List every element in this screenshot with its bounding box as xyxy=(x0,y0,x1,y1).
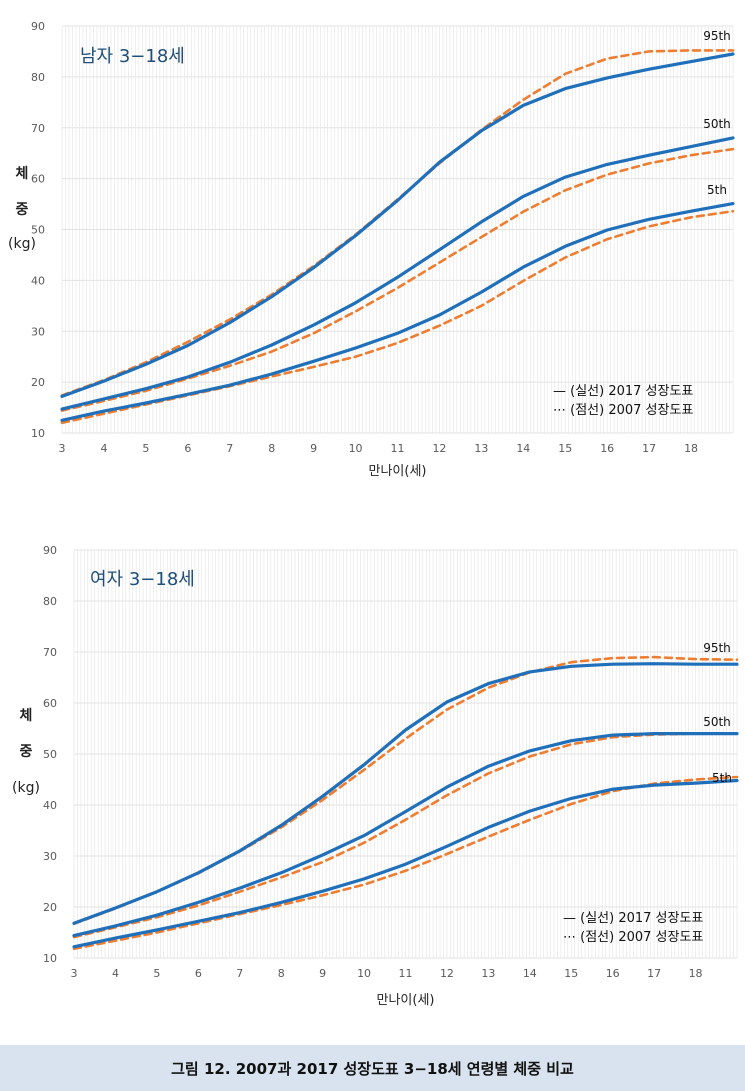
x-tick-label: 8 xyxy=(278,967,285,980)
legend-2017: — (실선) 2017 성장도표 xyxy=(563,911,703,926)
x-tick-label: 5 xyxy=(153,967,160,980)
x-tick-label: 17 xyxy=(647,967,661,980)
x-tick-label: 14 xyxy=(523,967,537,980)
x-tick-label: 15 xyxy=(558,442,572,455)
x-tick-label: 18 xyxy=(689,967,703,980)
y-axis-label: (kg) xyxy=(12,780,40,796)
x-tick-label: 8 xyxy=(268,442,275,455)
y-tick-label: 40 xyxy=(31,274,45,287)
y-tick-label: 70 xyxy=(31,122,45,135)
x-tick-label: 7 xyxy=(236,967,243,980)
series-line-95th-2017 xyxy=(60,52,735,398)
x-tick-label: 13 xyxy=(474,442,488,455)
y-tick-label: 60 xyxy=(31,173,45,186)
x-tick-label: 3 xyxy=(71,967,78,980)
percentile-label: 50th xyxy=(703,117,731,131)
y-tick-label: 50 xyxy=(43,748,57,761)
x-tick-label: 3 xyxy=(59,442,66,455)
y-tick-label: 80 xyxy=(43,595,57,608)
legend-2007: ⋯ (점선) 2007 성장도표 xyxy=(553,403,693,418)
y-tick-label: 10 xyxy=(31,427,45,440)
series-line-5th-2017 xyxy=(72,778,739,949)
girls-weight-chart: 10 20 30 40 50 60 70 80 90 3 4 5 6 7 8 9 10 11 12 13 14 15 16 1… xyxy=(0,530,745,1020)
grid xyxy=(61,25,734,434)
x-tick-label: 17 xyxy=(642,442,656,455)
y-tick-label: 90 xyxy=(31,20,45,33)
y-axis-label: 중 xyxy=(20,744,33,760)
x-tick-label: 10 xyxy=(357,967,371,980)
percentile-label: 5th xyxy=(707,183,727,197)
y-tick-label: 30 xyxy=(31,325,45,338)
x-tick-label: 10 xyxy=(349,442,363,455)
y-tick-label: 20 xyxy=(43,901,57,914)
x-tick-label: 4 xyxy=(112,967,119,980)
y-tick-label: 60 xyxy=(43,697,57,710)
percentile-label: 95th xyxy=(703,29,731,43)
x-tick-label: 14 xyxy=(516,442,530,455)
x-axis-label: 만나이(세) xyxy=(377,993,435,1008)
chart-title: 여자 3−18세 xyxy=(90,569,195,590)
series-line-5th-2017 xyxy=(60,202,735,422)
x-tick-label: 11 xyxy=(399,967,413,980)
percentile-label: 5th xyxy=(712,771,732,785)
y-tick-label: 20 xyxy=(31,376,45,389)
series-line-50th-2017 xyxy=(72,732,739,938)
x-tick-label: 16 xyxy=(600,442,614,455)
x-tick-label: 9 xyxy=(310,442,317,455)
y-axis-label: (kg) xyxy=(8,236,36,252)
legend-2007: ⋯ (점선) 2007 성장도표 xyxy=(563,930,703,945)
x-tick-label: 6 xyxy=(184,442,191,455)
x-tick-label: 6 xyxy=(195,967,202,980)
boys-weight-chart: 10 20 30 40 50 60 70 80 90 3 4 5 6 7 8 9 10 11 12 13 14 15 16 1… xyxy=(0,0,745,495)
percentile-label: 95th xyxy=(703,641,731,655)
y-tick-label: 10 xyxy=(43,952,57,965)
legend-2017: — (실선) 2017 성장도표 xyxy=(553,384,693,399)
boys-weight-chart-svg: 10 20 30 40 50 60 70 80 90 3 4 5 6 7 8 9 10 11 12 13 14 15 16 1… xyxy=(8,20,735,479)
x-tick-label: 13 xyxy=(481,967,495,980)
x-tick-label: 9 xyxy=(319,967,326,980)
percentile-label: 50th xyxy=(703,715,731,729)
figure-caption: 그림 12. 2007과 2017 성장도표 3−18세 연령별 체중 비교 xyxy=(0,1045,745,1091)
x-tick-label: 4 xyxy=(100,442,107,455)
grid xyxy=(73,549,738,959)
y-axis-label: 체 xyxy=(20,708,33,724)
y-tick-label: 70 xyxy=(43,646,57,659)
x-tick-label: 15 xyxy=(564,967,578,980)
x-axis-label: 만나이(세) xyxy=(369,464,427,479)
y-tick-label: 40 xyxy=(43,799,57,812)
x-tick-label: 11 xyxy=(391,442,405,455)
x-tick-label: 16 xyxy=(606,967,620,980)
y-tick-label: 90 xyxy=(43,544,57,557)
x-tick-label: 12 xyxy=(440,967,454,980)
y-axis-label: 체 xyxy=(16,166,29,182)
series-line-50th-2017 xyxy=(60,136,735,411)
x-tick-label: 7 xyxy=(226,442,233,455)
series-line-50th-2007 xyxy=(60,147,735,412)
girls-weight-chart-svg: 10 20 30 40 50 60 70 80 90 3 4 5 6 7 8 9 10 11 12 13 14 15 16 1… xyxy=(12,544,739,1008)
y-tick-label: 30 xyxy=(43,850,57,863)
y-axis-label: 중 xyxy=(16,202,29,218)
x-tick-label: 5 xyxy=(142,442,149,455)
y-tick-label: 50 xyxy=(31,224,45,237)
chart-title: 남자 3−18세 xyxy=(80,46,185,67)
series-line-95th-2017 xyxy=(72,662,739,925)
x-tick-label: 18 xyxy=(684,442,698,455)
series-line-50th-2007 xyxy=(72,732,739,939)
y-tick-label: 80 xyxy=(31,71,45,84)
x-tick-label: 12 xyxy=(432,442,446,455)
